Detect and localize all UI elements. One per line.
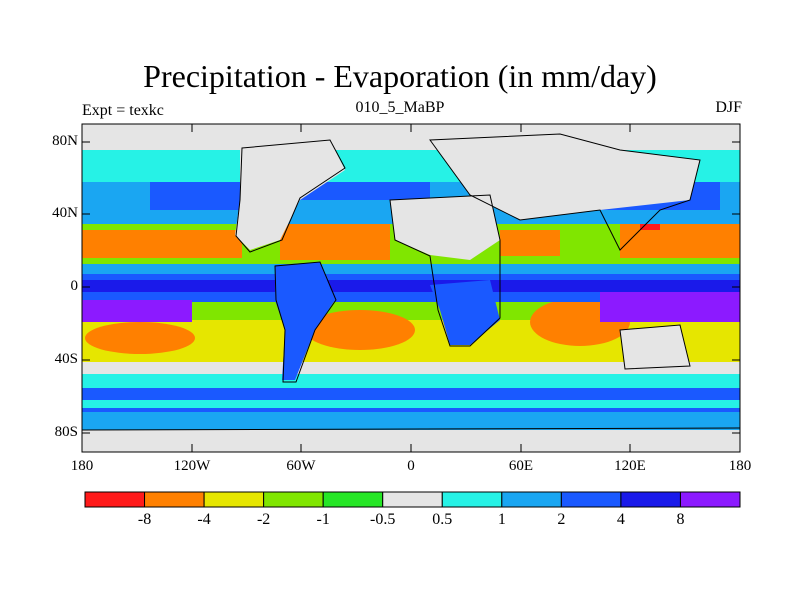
- band-south-storm: [82, 386, 740, 412]
- coast-eurasia: [429, 133, 701, 251]
- lat-label-40n: 40N: [52, 205, 78, 221]
- colorbar-swatch-10: [679, 491, 741, 508]
- lon-label-60w: 60W: [286, 458, 316, 474]
- colorbar-label-9: 8: [676, 511, 685, 528]
- lon-label-0: 0: [407, 458, 415, 474]
- colorbar-swatch-8: [560, 491, 622, 508]
- lat-label-80s: 80S: [54, 424, 78, 440]
- land-antarctica: [82, 430, 740, 452]
- land-eurasia: [430, 135, 700, 220]
- colorbar-swatch-7: [501, 491, 562, 508]
- land-south-africa: [430, 280, 500, 345]
- land-arctic: [82, 124, 740, 150]
- land-south-america: [275, 262, 335, 380]
- lat-label-40s: 40S: [54, 351, 78, 367]
- land-north-africa: [390, 195, 500, 260]
- lon-label-180w: 180: [70, 458, 94, 474]
- axis-ticks: [82, 124, 740, 452]
- colorbar-label-2: -2: [256, 511, 271, 528]
- chart-title: Precipitation - Evaporation (in mm/day): [143, 58, 657, 94]
- lon-label-180e: 180: [728, 458, 752, 474]
- colorbar-swatch-3: [263, 491, 324, 508]
- land-north-america: [235, 140, 345, 250]
- patch-spcz: [82, 300, 192, 322]
- field-layer: [82, 124, 740, 452]
- lon-label-60e: 60E: [508, 458, 534, 474]
- lon-label-120e: 120E: [614, 458, 646, 474]
- band-itcz-core: [82, 280, 740, 292]
- colorbar-swatch-6: [441, 491, 503, 508]
- patch-ne-pacific: [82, 230, 242, 258]
- patch-south-atlantic: [305, 310, 415, 350]
- colorbar-label-6: 1: [497, 511, 506, 528]
- patch-west-pacific: [600, 292, 740, 322]
- band-itcz-edge: [82, 262, 740, 274]
- band-south-cyan2: [82, 372, 740, 388]
- colorbar-label-0: -8: [137, 511, 152, 528]
- colorbar-swatch-9: [620, 491, 681, 508]
- coast-south-america: [274, 261, 337, 383]
- lon-label-120w: 120W: [173, 458, 211, 474]
- colorbar-swatch-4: [322, 491, 384, 508]
- patch-north-atlantic: [280, 222, 390, 260]
- colorbar-label-3: -1: [316, 511, 330, 528]
- coast-africa: [389, 194, 501, 347]
- colorbar: [84, 491, 741, 508]
- colorbar-label-4: -0.5: [370, 511, 396, 528]
- experiment-period: 010_5_MaBP: [355, 99, 445, 116]
- season-label: DJF: [715, 99, 742, 116]
- coastlines: [82, 133, 740, 431]
- colorbar-label-7: 2: [557, 511, 566, 528]
- colorbar-swatch-5: [382, 491, 443, 508]
- patch-red-max: [640, 220, 660, 230]
- colorbar-swatch-1: [144, 491, 205, 508]
- land-australia: [620, 325, 690, 368]
- experiment-label: Expt = texkc: [82, 102, 164, 119]
- lat-label-80n: 80N: [52, 133, 78, 149]
- colorbar-label-5: 0.5: [432, 511, 453, 528]
- patch-se-pacific: [85, 322, 195, 354]
- coast-north-america: [235, 139, 346, 253]
- colorbar-label-8: 4: [616, 511, 625, 528]
- coast-antarctica: [82, 427, 740, 431]
- coast-australia: [619, 324, 691, 370]
- colorbar-swatch-2: [203, 491, 265, 508]
- band-south-dry: [82, 360, 740, 374]
- colorbar-label-1: -4: [197, 511, 211, 528]
- band-south-cyan: [82, 400, 740, 408]
- lat-label-0: 0: [70, 278, 79, 294]
- patch-arabia: [500, 230, 560, 256]
- colorbar-swatch-0: [84, 491, 146, 508]
